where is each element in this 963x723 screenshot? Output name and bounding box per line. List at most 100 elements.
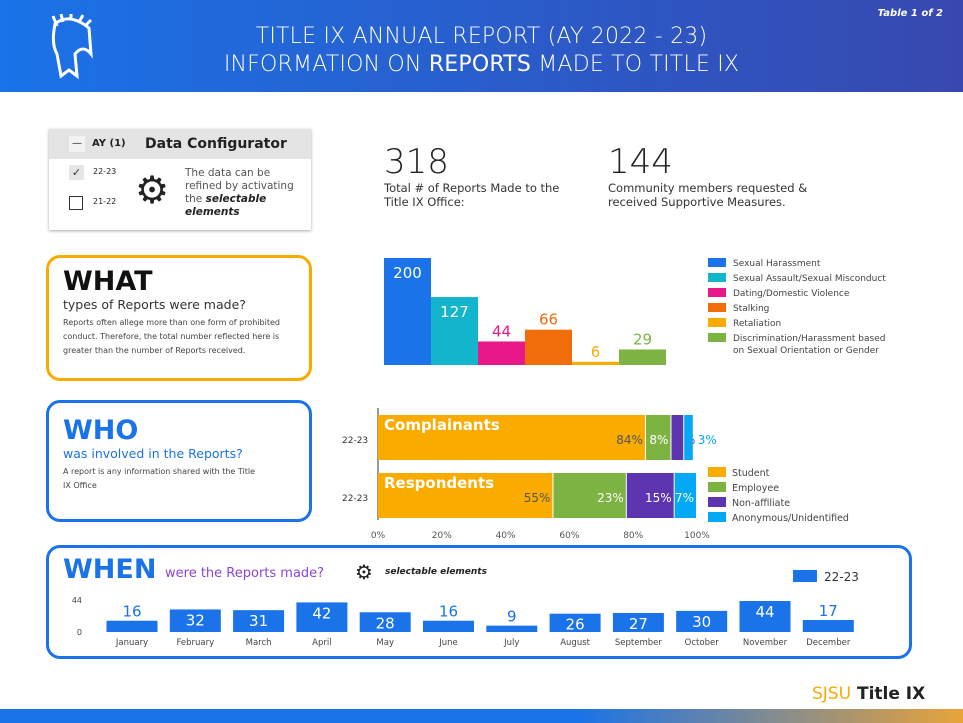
bar-value-label: 66 xyxy=(539,311,558,329)
who-heading: WHO xyxy=(63,415,139,446)
bar-value-label: 9 xyxy=(507,608,517,626)
kpi-label: Total # of Reports Made to the Title IX … xyxy=(384,181,560,209)
what-card: WHAT types of Reports were made? Reports… xyxy=(46,255,312,381)
bar-value-label: 27 xyxy=(629,615,648,633)
bar-1 xyxy=(431,297,478,365)
legend-label: Dating/Domestic Violence xyxy=(733,289,850,299)
stack-segment xyxy=(626,473,674,518)
brand-sjsu: SJSU xyxy=(812,684,852,704)
bar-value-label: 16 xyxy=(122,603,141,621)
legend-label: Discrimination/Harassment based xyxy=(733,334,885,344)
month-bar xyxy=(676,610,728,632)
configurator-header xyxy=(49,129,311,159)
legend-swatch xyxy=(708,482,726,492)
segment-label: 7% xyxy=(675,491,694,505)
legend-label: Student xyxy=(732,468,770,479)
report-subtitle: INFORMATION ON REPORTS MADE TO TITLE IX xyxy=(0,52,963,77)
footer-brand: SJSU Title IX xyxy=(812,684,925,704)
option-label-22-23: 22-23 xyxy=(93,167,117,176)
kpi-total-reports: 318 Total # of Reports Made to the Title… xyxy=(384,143,564,209)
bar-value-label: 31 xyxy=(249,612,268,630)
month-label: September xyxy=(615,638,662,648)
month-label: June xyxy=(438,638,458,648)
month-label: January xyxy=(115,638,148,648)
note-bold: selectable elements xyxy=(185,193,267,218)
legend-swatch xyxy=(708,512,726,522)
kpi-value: 144 xyxy=(608,142,673,182)
bar-2 xyxy=(478,341,525,365)
bar-value-label: 44 xyxy=(755,603,774,621)
legend-label: Non-affiliate xyxy=(732,498,790,509)
segment-label: 23% xyxy=(597,491,624,505)
month-label: May xyxy=(376,638,394,648)
segment-label: 84% xyxy=(616,433,643,447)
stack-segment xyxy=(671,415,684,460)
month-label: December xyxy=(806,638,851,648)
month-bar xyxy=(359,612,411,632)
bar-value-label: 28 xyxy=(376,614,395,632)
monthly-reports-chart: 44 0 16 January 32 February 31 March 42 April 28 Ma… xyxy=(72,570,859,648)
month-label: March xyxy=(246,638,272,648)
what-note: Reports often allege more than one form … xyxy=(63,318,280,355)
bar-value-label: 6 xyxy=(591,343,601,361)
header-banner: TITLE IX ANNUAL REPORT (AY 2022 - 23) IN… xyxy=(0,0,963,92)
row-title: Respondents xyxy=(384,474,494,492)
legend-label: Employee xyxy=(732,483,779,494)
month-label: August xyxy=(560,638,590,648)
month-bar xyxy=(296,602,348,632)
who-subheading: was involved in the Reports? xyxy=(63,446,243,461)
stack-segment xyxy=(553,473,626,518)
x-tick-label: 40% xyxy=(496,531,516,541)
stack-segment xyxy=(378,415,645,460)
stack-segment xyxy=(645,415,671,460)
y-tick-label: 0 xyxy=(77,628,82,637)
data-configurator: — AY (1) Data Configurator ✓ 22-23 21-22… xyxy=(49,129,311,230)
month-bar xyxy=(169,609,221,632)
configurator-note: The data can be refined by activating th… xyxy=(185,167,307,219)
bar-5 xyxy=(619,349,666,365)
checkbox-22-23[interactable]: ✓ xyxy=(69,165,84,180)
kpi-supportive-measures: 144 Community members requested & receiv… xyxy=(608,143,848,209)
legend-swatch xyxy=(708,258,726,267)
x-tick-label: 60% xyxy=(559,531,579,541)
stack-segment xyxy=(378,473,553,518)
table-indicator: Table 1 of 2 xyxy=(877,8,943,19)
x-tick-label: 0% xyxy=(371,531,386,541)
legend-swatch xyxy=(708,497,726,507)
bar-value-label: 200 xyxy=(393,264,422,282)
bar-value-label: 30 xyxy=(692,613,711,631)
collapse-button[interactable]: — xyxy=(69,136,85,152)
legend-swatch xyxy=(708,467,726,477)
legend-swatch xyxy=(793,570,817,582)
configurator-title: Data Configurator xyxy=(145,136,287,152)
bar-value-label: 16 xyxy=(439,603,458,621)
spartan-logo-icon xyxy=(51,14,93,80)
legend-label: Anonymous/Unidentified xyxy=(732,513,849,524)
segment-label: 8% xyxy=(649,433,668,447)
legend-label: 22-23 xyxy=(824,570,859,584)
subtitle-bold: REPORTS xyxy=(428,52,532,77)
month-bar xyxy=(233,610,285,632)
bar-value-label: 29 xyxy=(633,330,652,348)
gear-wrench-icon: ⚙ xyxy=(135,168,170,212)
brand-title-ix: Title IX xyxy=(856,684,926,704)
month-label: July xyxy=(503,638,519,648)
row-label: 22-23 xyxy=(342,494,368,504)
checkbox-21-22[interactable] xyxy=(69,196,83,210)
month-bar xyxy=(802,620,854,632)
stack-segment xyxy=(684,415,693,460)
ay-filter-label: AY (1) xyxy=(92,138,126,149)
month-label: November xyxy=(743,638,788,648)
row-label: 22-23 xyxy=(342,436,368,446)
when-heading: WHEN xyxy=(63,554,157,585)
y-tick-label: 44 xyxy=(72,596,82,605)
month-bar xyxy=(739,601,791,632)
note-text: The data can be refined by activating th… xyxy=(185,167,294,205)
subtitle-part: MADE TO TITLE IX xyxy=(531,52,740,77)
gear-wrench-icon[interactable]: ⚙ xyxy=(355,560,373,584)
legend-swatch xyxy=(708,273,726,282)
bar-value-label: 32 xyxy=(186,611,205,629)
legend-label: Sexual Harassment xyxy=(733,259,821,269)
who-note: A report is any information shared with … xyxy=(63,467,256,490)
month-bar xyxy=(612,612,664,632)
